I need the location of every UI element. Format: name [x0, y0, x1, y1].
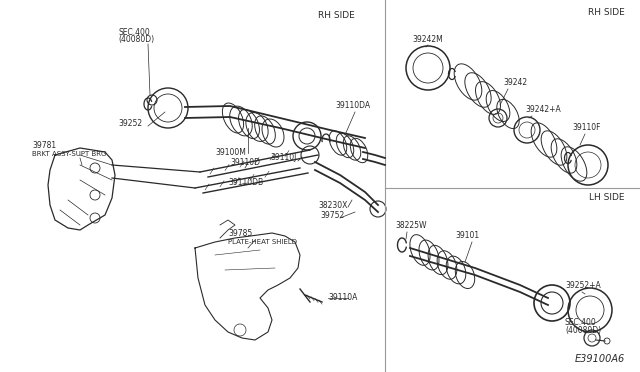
Text: BRKT ASSY-SUPT BRG: BRKT ASSY-SUPT BRG: [32, 151, 106, 157]
Text: 39242M: 39242M: [412, 35, 443, 44]
Text: 39110DA: 39110DA: [335, 101, 370, 110]
Text: 39110F: 39110F: [572, 123, 600, 132]
Text: 39781: 39781: [32, 141, 56, 150]
Text: 39252+A: 39252+A: [565, 281, 601, 290]
Text: SEC.400: SEC.400: [118, 28, 150, 37]
Text: 39101: 39101: [455, 231, 479, 240]
Text: (40080D): (40080D): [565, 326, 601, 335]
Text: 39785: 39785: [228, 229, 252, 238]
Text: 39242: 39242: [503, 78, 527, 87]
Text: 39110A: 39110A: [328, 293, 357, 302]
Text: 39110J: 39110J: [270, 153, 296, 162]
Text: RH SIDE: RH SIDE: [588, 8, 625, 17]
Text: 38225W: 38225W: [395, 221, 426, 230]
Text: 39110DB: 39110DB: [228, 178, 263, 187]
Text: 39252: 39252: [118, 119, 142, 128]
Text: LH SIDE: LH SIDE: [589, 193, 625, 202]
Text: E39100A6: E39100A6: [575, 354, 625, 364]
Text: SEC.400: SEC.400: [565, 318, 596, 327]
Text: (40080D): (40080D): [118, 35, 154, 44]
Text: 38230X: 38230X: [318, 201, 348, 210]
Text: RH SIDE: RH SIDE: [318, 11, 355, 20]
Text: 39752: 39752: [320, 211, 344, 220]
Text: 39100M: 39100M: [215, 148, 246, 157]
Text: 39242+A: 39242+A: [525, 105, 561, 114]
Text: 39110D: 39110D: [230, 158, 260, 167]
Text: PLATE-HEAT SHIELD: PLATE-HEAT SHIELD: [228, 239, 297, 245]
